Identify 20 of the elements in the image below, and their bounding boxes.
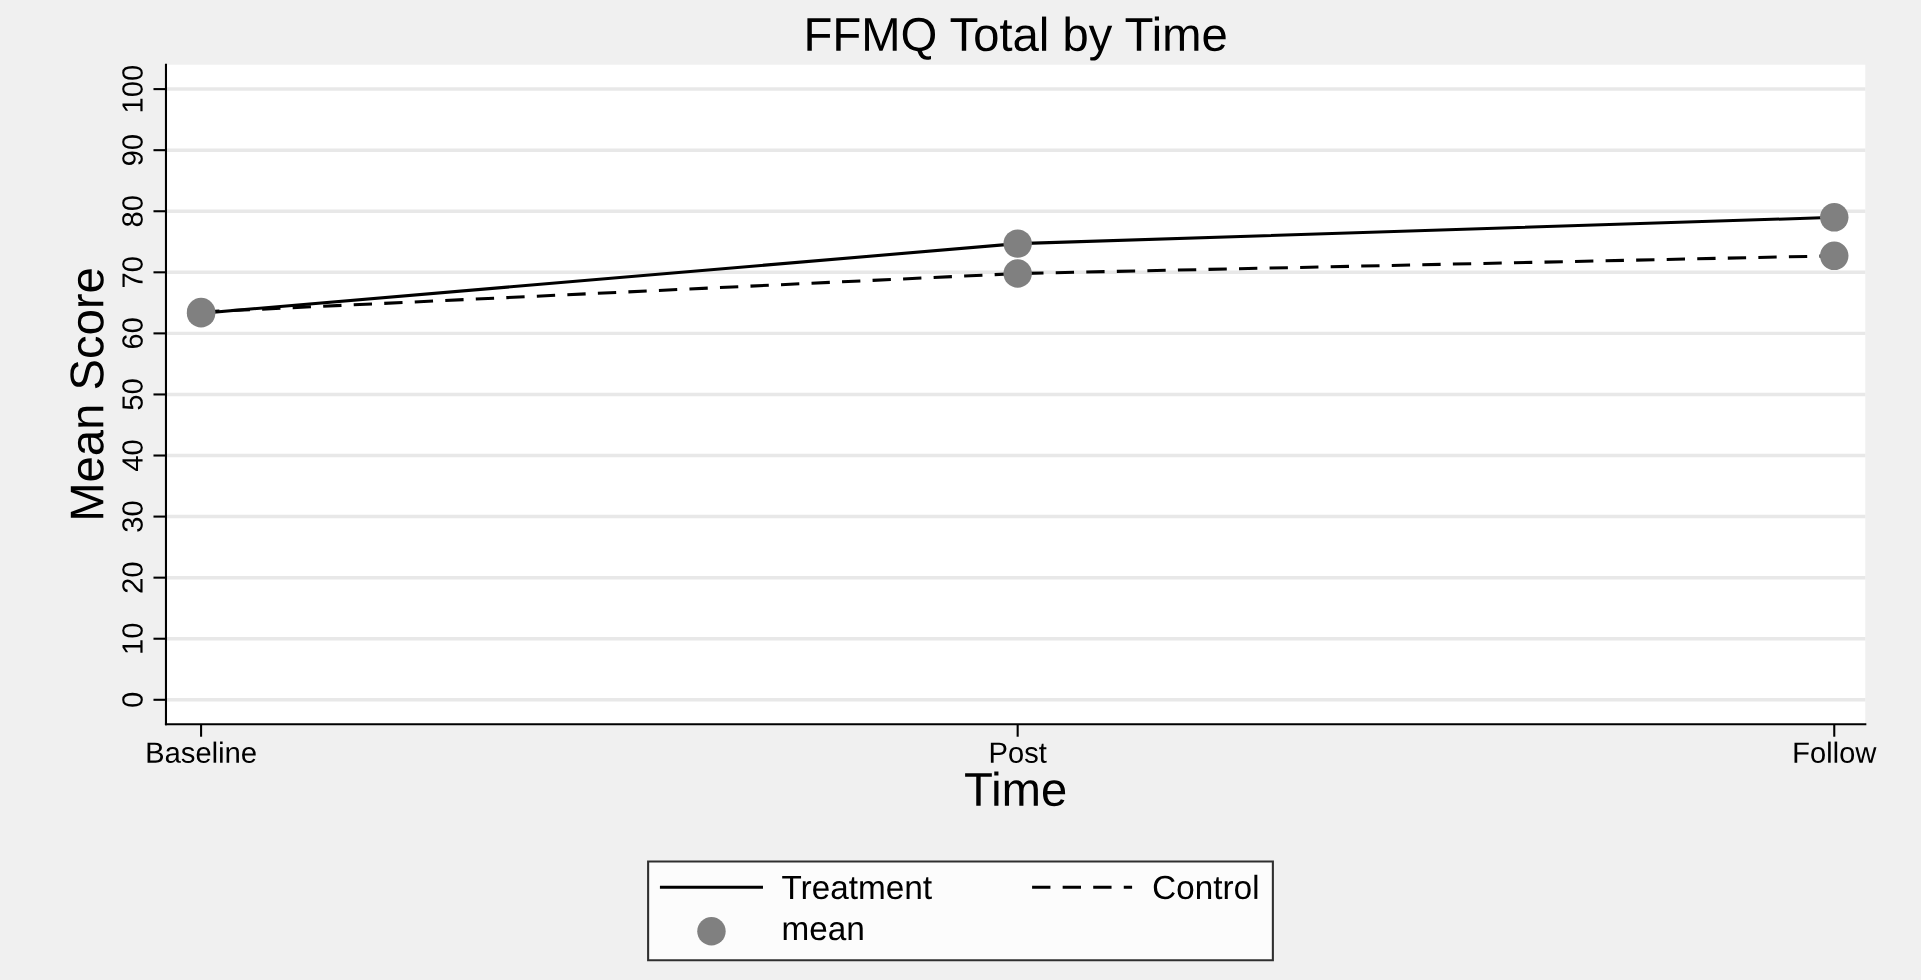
chart-title: FFMQ Total by Time	[807, 16, 1226, 61]
y-tick-label: 0	[122, 692, 143, 707]
legend-label: mean	[783, 922, 863, 941]
y-tick-label: 60	[122, 318, 143, 349]
y-tick-label: 30	[122, 501, 143, 532]
legend-label: Treatment	[782, 875, 932, 900]
y-tick-label: 90	[122, 135, 143, 166]
x-tick-label: Follow	[1794, 741, 1877, 764]
legend-label: Control	[1153, 874, 1258, 900]
y-tick-label: 10	[122, 623, 143, 653]
y-tick-label: 40	[122, 440, 143, 472]
y-tick-label: 50	[122, 379, 143, 410]
x-tick-label: Post	[990, 742, 1047, 764]
y-tick-label: 20	[122, 562, 143, 593]
y-tick-label: 70	[122, 257, 143, 288]
y-tick-label: 100	[122, 65, 143, 112]
y-tick-label: 80	[122, 196, 143, 227]
y-axis-title: Mean Score	[70, 269, 104, 518]
x-axis-title: Time	[965, 771, 1066, 807]
x-tick-label: Baseline	[147, 741, 256, 764]
